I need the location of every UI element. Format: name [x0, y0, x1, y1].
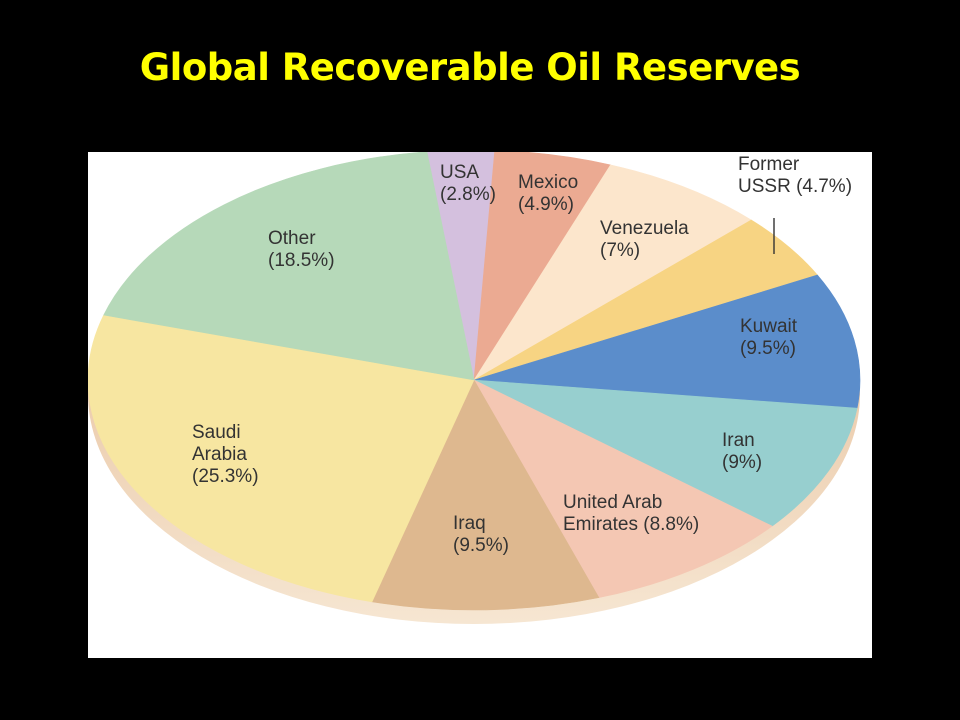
pie-slice-united-arab-emirates — [473, 379, 773, 598]
chart-panel: USA (2.8%) Mexico (4.9%) Venezuela (7%) Former… — [88, 152, 872, 658]
slice-label-saudi-arabia: Saudi Arabia (25.3%) — [192, 422, 259, 487]
slice-label-other: Other (18.5%) — [268, 228, 335, 271]
pie-slice-usa — [426, 152, 495, 381]
pie-chart: USA (2.8%) Mexico (4.9%) Venezuela (7%) Former… — [88, 152, 861, 624]
pie-slice-iraq — [371, 379, 600, 611]
slice-label-iraq: Iraq (9.5%) — [453, 513, 509, 556]
slice-label-mexico: Mexico (4.9%) — [518, 172, 578, 215]
pie-slice-saudi-arabia — [88, 314, 475, 603]
slice-label-iran: Iran (9%) — [722, 430, 762, 473]
pie-slice-other — [103, 152, 475, 381]
pie-slice-iran — [473, 379, 858, 527]
pie-slice-kuwait — [473, 274, 861, 409]
slice-label-united-arab-emirates: United Arab Emirates (8.8%) — [563, 492, 699, 535]
slide-title: Global Recoverable Oil Reserves — [139, 46, 801, 89]
slice-label-venezuela: Venezuela (7%) — [600, 218, 689, 261]
slice-label-usa: USA (2.8%) — [440, 162, 496, 205]
slice-label-former-ussr: Former USSR (4.7%) — [738, 154, 852, 197]
slice-label-kuwait: Kuwait (9.5%) — [740, 316, 798, 359]
pie-slice-venezuela — [473, 164, 752, 381]
